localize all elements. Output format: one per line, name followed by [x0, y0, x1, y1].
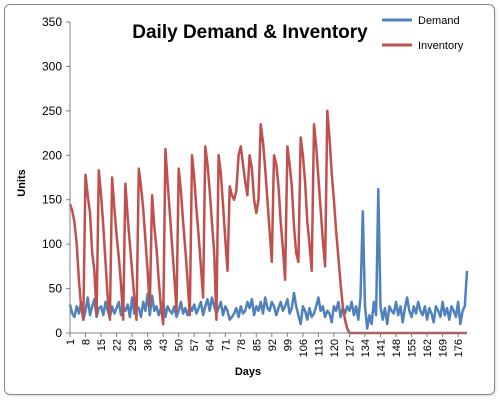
x-tick-label: 176 [453, 339, 465, 357]
x-tick-label: 134 [360, 339, 372, 357]
y-tick-label: 50 [49, 282, 63, 296]
x-tick-label: 162 [422, 339, 434, 357]
x-tick-label: 106 [298, 339, 310, 357]
legend: Demand Inventory [382, 15, 464, 52]
x-tick-label: 85 [251, 339, 263, 351]
x-tick-label: 71 [220, 339, 232, 351]
x-tick-label: 1 [65, 339, 77, 345]
y-tick-label: 100 [42, 237, 62, 251]
y-tick-label: 200 [42, 148, 62, 162]
x-tick-label: 36 [143, 339, 155, 351]
x-tick-label: 78 [236, 339, 248, 351]
x-tick-label: 50 [174, 339, 186, 351]
x-tick-label: 99 [282, 339, 294, 351]
x-tick-label: 113 [313, 339, 325, 357]
x-tick-label: 155 [407, 339, 419, 357]
y-tick-label: 350 [42, 15, 62, 29]
y-tick-label: 300 [42, 59, 62, 73]
x-tick-label: 29 [127, 339, 139, 351]
x-tick-label: 8 [81, 339, 93, 345]
y-tick-label: 250 [42, 104, 62, 118]
x-tick-label: 64 [205, 339, 217, 351]
x-tick-label: 15 [96, 339, 108, 351]
x-tick-label: 22 [112, 339, 124, 351]
y-axis-title: Units [16, 169, 28, 197]
y-tick-label: 0 [55, 326, 62, 340]
x-tick-label: 57 [189, 339, 201, 351]
y-tick-label: 150 [42, 193, 62, 207]
x-tick-label: 148 [391, 339, 403, 357]
chart-title: Daily Demand & Inventory [132, 22, 368, 43]
x-tick-label: 127 [344, 339, 356, 357]
x-tick-label: 43 [158, 339, 170, 351]
legend-label-demand: Demand [418, 15, 460, 27]
legend-label-inventory: Inventory [418, 40, 464, 52]
x-axis-title: Days [235, 366, 261, 378]
x-tick-label: 92 [267, 339, 279, 351]
x-tick-label: 141 [376, 339, 388, 357]
x-tick-label: 169 [438, 339, 450, 357]
x-tick-label: 120 [329, 339, 341, 357]
